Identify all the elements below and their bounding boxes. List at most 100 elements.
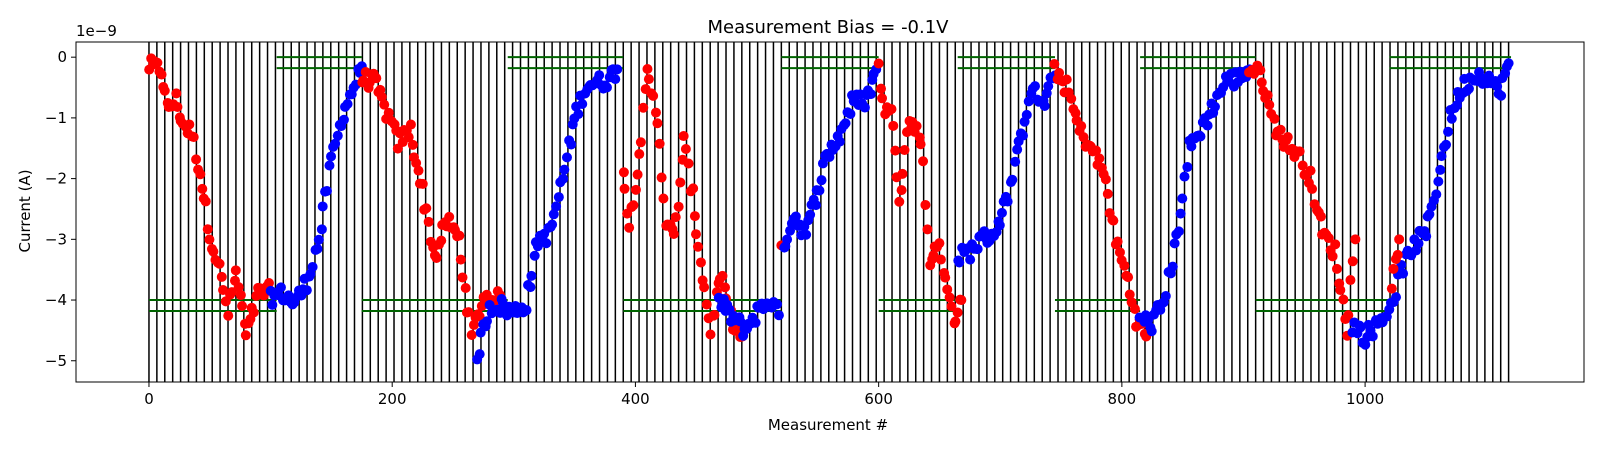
data-point <box>877 93 888 104</box>
data-point <box>561 152 572 163</box>
data-point <box>379 99 390 110</box>
data-point <box>541 238 552 249</box>
data-point <box>918 156 929 167</box>
data-point <box>668 229 679 240</box>
data-point <box>952 307 963 318</box>
y-axis-label: Current (A) <box>16 169 34 252</box>
data-point <box>1049 59 1060 70</box>
data-series-red <box>144 53 276 341</box>
data-point <box>1305 165 1316 176</box>
data-point <box>248 307 259 318</box>
data-point <box>675 177 686 188</box>
data-point <box>371 73 382 84</box>
data-point <box>1021 109 1032 120</box>
data-point <box>454 230 465 241</box>
data-point <box>184 119 195 130</box>
data-point <box>1124 289 1135 300</box>
data-point <box>954 257 965 268</box>
data-point <box>316 224 327 235</box>
data-point <box>1169 238 1180 249</box>
data-point <box>1388 263 1399 274</box>
data-point <box>890 145 901 156</box>
data-point <box>1007 174 1018 185</box>
data-point <box>1043 81 1054 92</box>
data-point <box>1492 81 1503 92</box>
data-point <box>670 212 681 223</box>
x-axis-label: Measurement # <box>768 416 888 434</box>
data-point <box>635 137 646 148</box>
data-point <box>888 120 899 131</box>
data-point <box>233 282 244 293</box>
data-point <box>689 211 700 222</box>
data-point <box>1307 183 1318 194</box>
data-point <box>159 85 170 96</box>
data-point <box>237 300 248 311</box>
chart-title: Measurement Bias = -0.1V <box>707 17 949 38</box>
data-point <box>1023 96 1034 107</box>
data-point <box>1179 171 1190 182</box>
data-point <box>529 250 540 261</box>
data-point <box>810 200 821 211</box>
data-point <box>548 209 559 220</box>
data-point <box>421 203 432 214</box>
data-point <box>376 91 387 102</box>
data-point <box>790 211 801 222</box>
data-point <box>275 282 286 293</box>
data-point <box>1070 108 1081 119</box>
data-point <box>805 209 816 220</box>
data-point <box>1347 256 1358 267</box>
data-point <box>859 102 870 113</box>
data-point <box>267 299 278 310</box>
data-point <box>1262 90 1273 101</box>
data-point <box>214 258 225 269</box>
data-point <box>436 235 447 246</box>
data-point <box>1146 326 1157 337</box>
data-point <box>1435 164 1446 175</box>
data-point <box>683 158 694 169</box>
data-point <box>642 63 653 74</box>
data-point <box>928 250 939 261</box>
data-point <box>172 101 183 112</box>
data-point <box>638 102 649 113</box>
data-point <box>972 244 983 255</box>
data-point <box>342 98 353 109</box>
data-point <box>1443 126 1454 137</box>
data-point <box>1002 196 1013 207</box>
data-point <box>1360 339 1371 350</box>
data-point <box>935 254 946 265</box>
data-point <box>594 70 605 81</box>
y-tick-label: −2 <box>45 170 67 188</box>
data-point <box>1421 231 1432 242</box>
data-point <box>1173 226 1184 237</box>
data-point <box>922 224 933 235</box>
data-point <box>1010 156 1021 167</box>
data-point <box>1282 132 1293 143</box>
data-point <box>317 201 328 212</box>
data-point <box>466 329 477 340</box>
data-point <box>1209 101 1220 112</box>
data-point <box>1441 139 1452 150</box>
data-series-blue <box>472 64 623 365</box>
data-point <box>634 149 645 160</box>
data-point <box>1160 291 1171 302</box>
data-point <box>455 254 466 265</box>
data-point <box>678 131 689 142</box>
data-point <box>457 272 468 283</box>
data-point <box>920 199 931 210</box>
data-point <box>474 311 485 322</box>
data-point <box>1255 65 1266 76</box>
data-series-blue <box>1347 58 1514 350</box>
data-point <box>709 310 720 321</box>
x-tick-label: 0 <box>144 390 154 408</box>
data-point <box>816 175 827 186</box>
data-point <box>1177 193 1188 204</box>
data-point <box>934 238 945 249</box>
data-point <box>577 99 588 110</box>
data-point <box>521 305 532 316</box>
data-point <box>886 104 897 115</box>
data-point <box>720 282 731 293</box>
data-point <box>652 118 663 129</box>
data-point <box>1186 141 1197 152</box>
data-point <box>332 130 343 141</box>
data-point <box>460 282 471 293</box>
